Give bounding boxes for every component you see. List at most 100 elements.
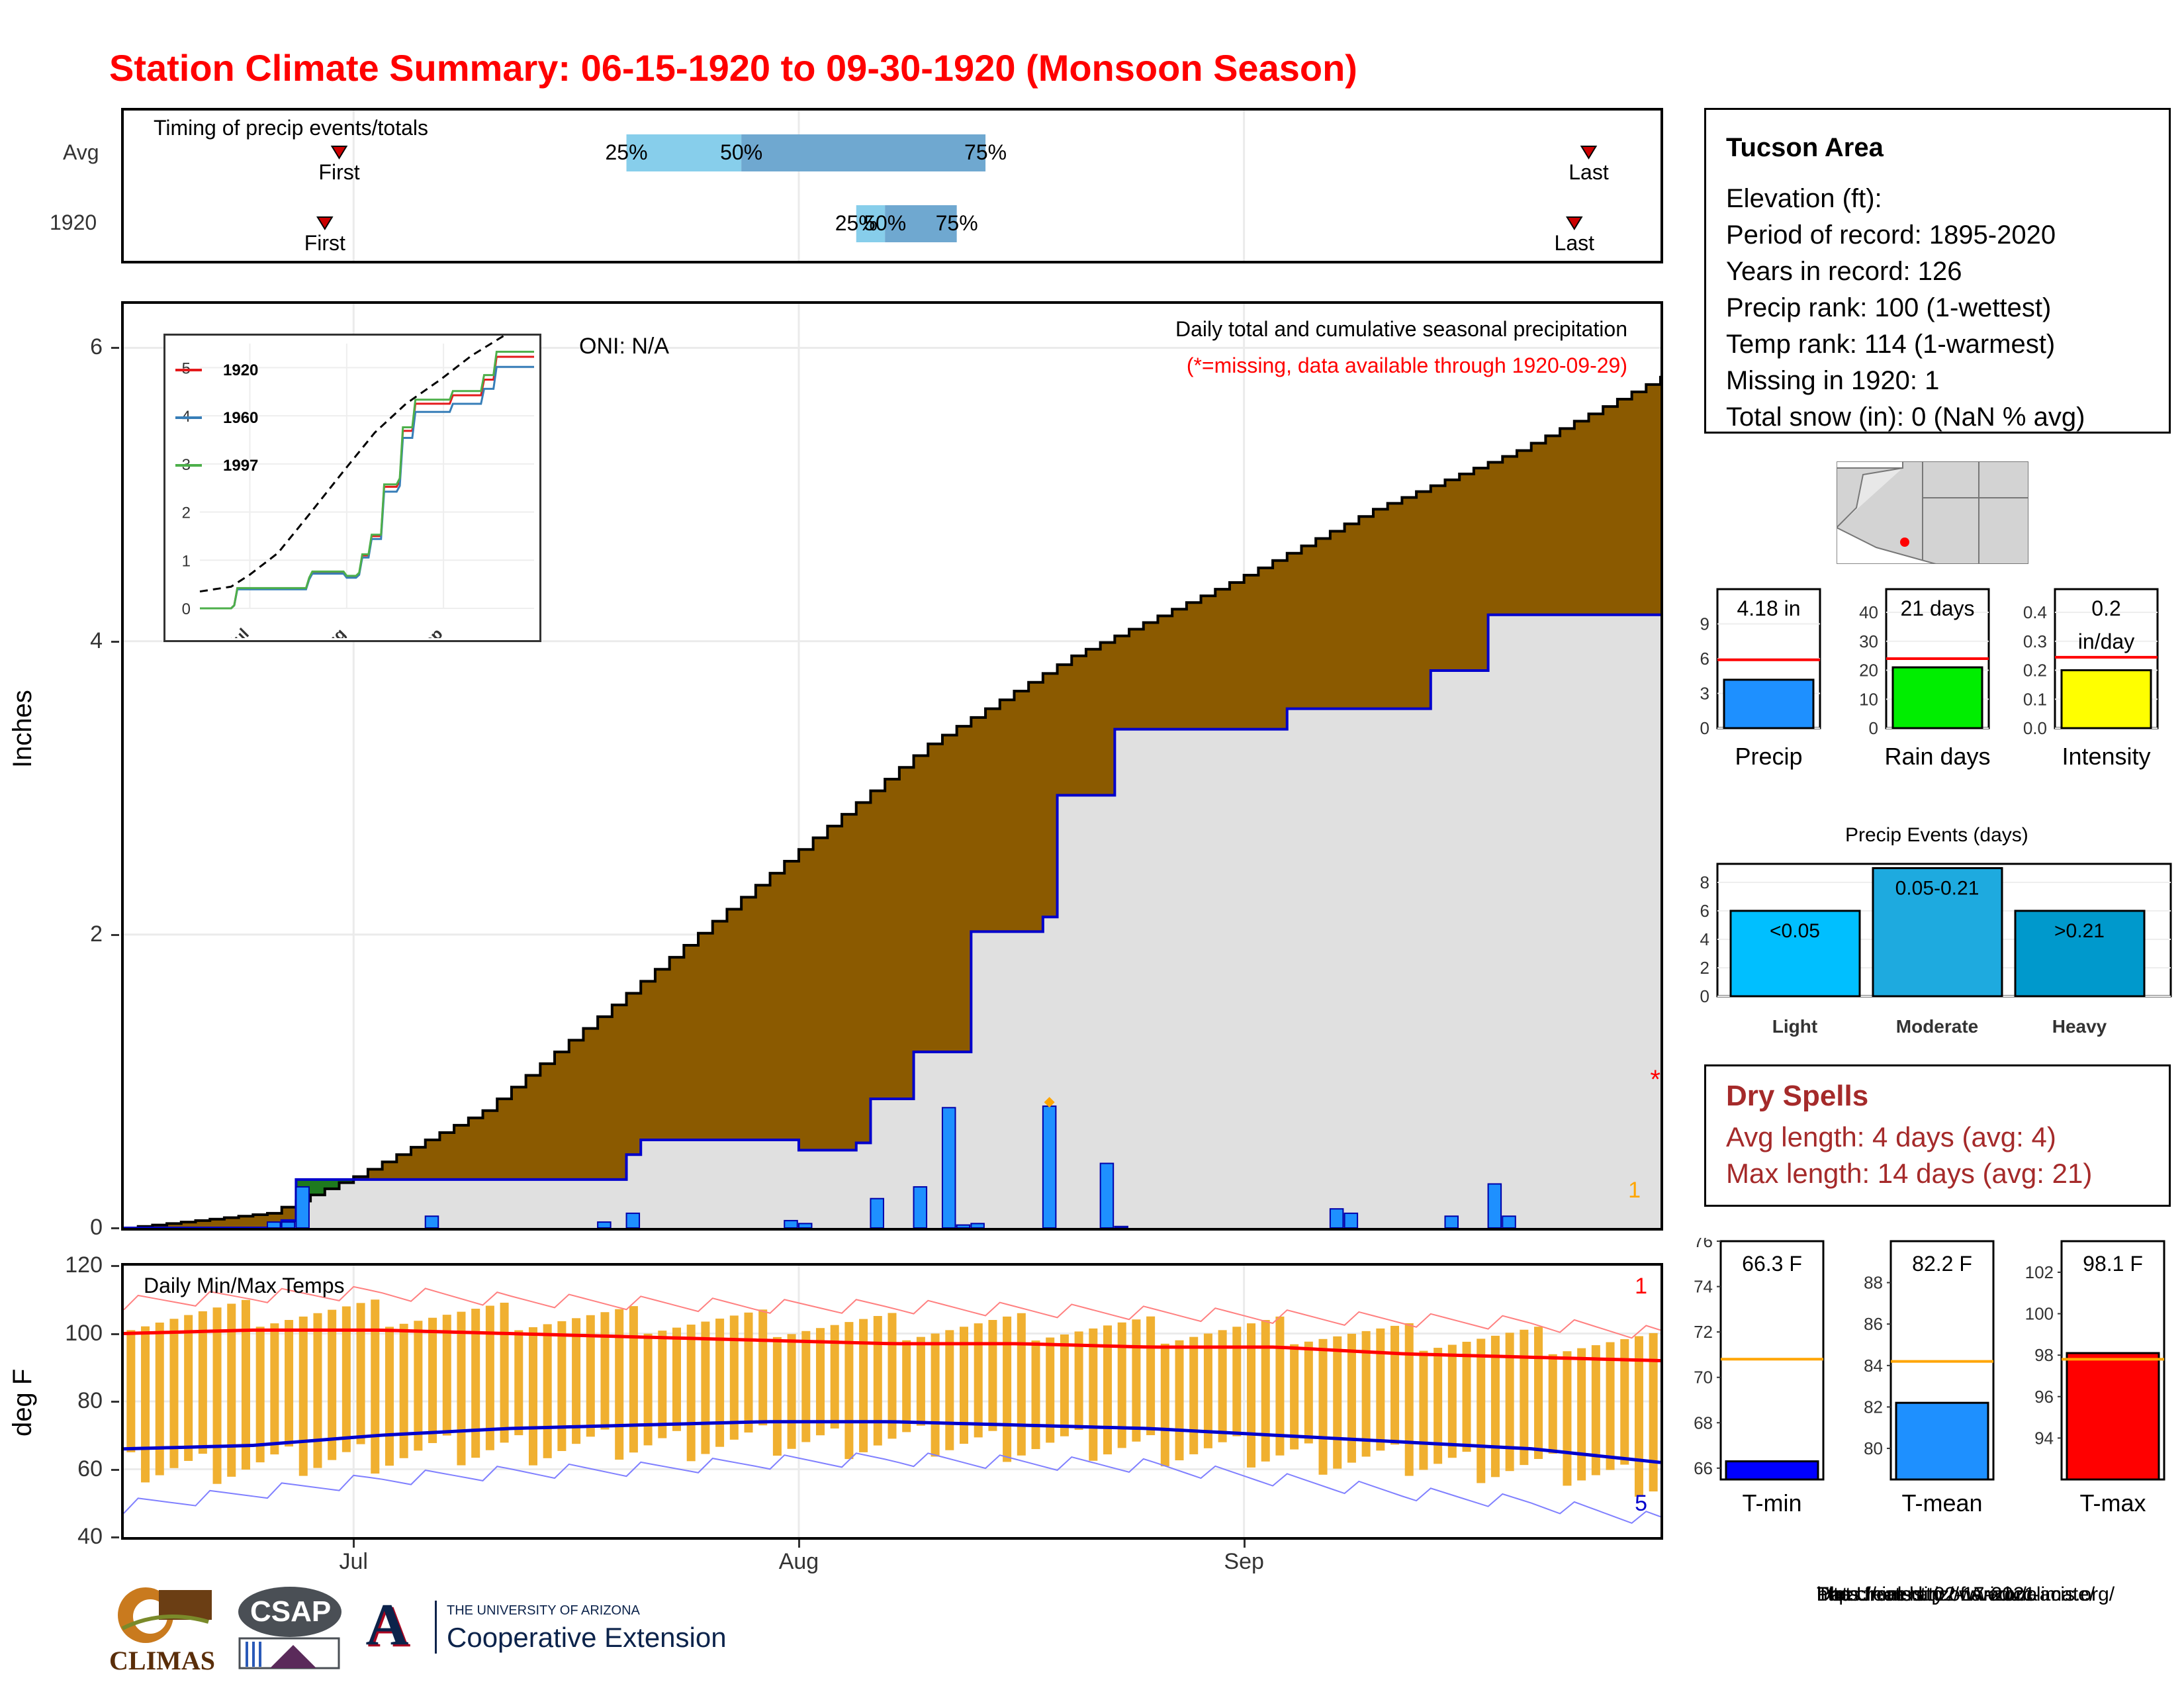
- daily-temp-bar: [414, 1321, 423, 1451]
- timing-avg-bar-50-75: [741, 134, 986, 171]
- daily-temp-bar: [1132, 1319, 1141, 1442]
- temp-ytick: 80: [77, 1388, 103, 1413]
- climas-logo-text: CLIMAS: [109, 1646, 216, 1675]
- daily-temp-bar: [442, 1315, 451, 1436]
- precip-ytick: 0: [90, 1215, 103, 1240]
- daily-temp-bar: [1563, 1351, 1572, 1486]
- daily-temp-bar: [1404, 1323, 1414, 1476]
- summary-ytick: 0.1: [2023, 689, 2047, 709]
- dry-spells-max: Max length: 14 days (avg: 21): [1726, 1158, 2093, 1189]
- daily-temp-bar: [212, 1307, 222, 1484]
- summary-ytick: 30: [1859, 632, 1878, 651]
- footer-line-data: Data from http://www.rcc-acis.org/: [1817, 1583, 2115, 1605]
- daily-temp-bar: [528, 1327, 537, 1466]
- daily-temp-bar: [643, 1333, 653, 1446]
- daily-temp-bar: [1505, 1333, 1514, 1472]
- daily-temp-bar: [873, 1316, 882, 1446]
- ua-logo-small: THE UNIVERSITY OF ARIZONA: [447, 1603, 640, 1618]
- daily-temp-bar: [1490, 1335, 1500, 1477]
- daily-precip-bar: [1444, 1215, 1459, 1228]
- daily-temp-bar: [399, 1323, 408, 1458]
- daily-temp-bar: [298, 1316, 308, 1476]
- daily-temp-bar: [887, 1313, 897, 1439]
- temp-summary-ytick: 70: [1694, 1368, 1713, 1387]
- temp-summary-value-T-mean: 82.2 F: [1912, 1252, 1972, 1276]
- precip-ytick-mark: [111, 347, 119, 350]
- temp-ytick-mark: [111, 1468, 119, 1471]
- daily-temp-bar: [1620, 1339, 1629, 1465]
- temp-count-bottom: 5: [1635, 1491, 1647, 1516]
- daily-precip-bar: [913, 1186, 928, 1228]
- summary-name-Rain days: Rain days: [1884, 743, 1990, 770]
- precip-ytick: 6: [90, 334, 103, 360]
- daily-temp-bar: [270, 1323, 279, 1455]
- events-chart: 0 2 4 6 8 <0.05 Light 0.05-0.21 Moderate >0.21 Hea…: [1700, 863, 2172, 1037]
- timing-year-label-p50: 50%: [864, 211, 906, 235]
- temp-record-max-line: [124, 1286, 1661, 1339]
- daily-temp-bar: [1146, 1316, 1156, 1436]
- precip-missing-note: (*=missing, data available through 1920-…: [1186, 353, 1627, 377]
- summary-value-Rain days: 21 days: [1900, 596, 1974, 620]
- daily-temp-bar: [772, 1336, 782, 1456]
- events-bar-Light: [1729, 910, 1861, 998]
- temp-summary-ytick: 68: [1694, 1413, 1713, 1432]
- daily-temp-bar: [1606, 1342, 1615, 1470]
- temp-ylabel: deg F: [8, 1368, 37, 1436]
- daily-temp-bar: [586, 1315, 595, 1437]
- daily-temp-bar: [1046, 1337, 1055, 1443]
- daily-temp-bar: [686, 1325, 696, 1462]
- summary-ytick: 0.4: [2023, 602, 2047, 622]
- summary-ytick: 0: [1869, 718, 1878, 738]
- missing-marker: *: [1650, 1065, 1661, 1094]
- x-tick-label: Jul: [339, 1549, 368, 1574]
- temp-summary-bar-T-max: [2066, 1352, 2160, 1481]
- summary-ytick: 3: [1700, 684, 1709, 704]
- daily-temp-bar: [1189, 1336, 1199, 1454]
- inset-xtick: Jul: [224, 625, 253, 638]
- daily-temp-bar: [1462, 1341, 1471, 1452]
- daily-temp-bar: [285, 1320, 294, 1447]
- daily-temp-bar: [1419, 1350, 1428, 1470]
- daily-temp-bar: [1318, 1338, 1328, 1475]
- daily-temp-bar: [313, 1313, 322, 1468]
- daily-precip-bar: [1343, 1212, 1359, 1228]
- temp-summary-bar-T-mean: [1895, 1401, 1989, 1481]
- temp-summary-name-T-mean: T-mean: [1901, 1489, 1982, 1517]
- daily-temp-bar: [844, 1322, 854, 1460]
- daily-temp-bar: [1060, 1334, 1069, 1436]
- daily-temp-bar: [485, 1305, 494, 1450]
- events-bar-Moderate: [1872, 867, 2003, 998]
- daily-temp-bar: [859, 1319, 868, 1452]
- temp-chart: [124, 1266, 1661, 1537]
- daily-temp-bar: [974, 1323, 983, 1438]
- x-tick-mark: [353, 1540, 355, 1548]
- temp-ytick-mark: [111, 1333, 119, 1335]
- temp-summary-ytick: 84: [1864, 1356, 1883, 1376]
- events-bar-label-Light: <0.05: [1770, 920, 1820, 942]
- daily-temp-bar: [371, 1299, 380, 1474]
- timing-year-label-p75: 75%: [936, 211, 978, 235]
- daily-precip-bar: [1329, 1208, 1344, 1228]
- events-name-Moderate: Moderate: [1896, 1016, 1978, 1037]
- ua-logo-big: Cooperative Extension: [447, 1622, 727, 1653]
- x-tick-label: Sep: [1224, 1549, 1264, 1574]
- precip-year-line: [124, 613, 1661, 1228]
- footer-line-url: https://cals.arizona.edu/climate/: [1817, 1583, 2095, 1605]
- daily-temp-bar: [1247, 1323, 1256, 1468]
- climas-logo-icon: [118, 1587, 212, 1643]
- daily-precip-bar: [597, 1221, 612, 1228]
- inset-ytick: 1: [182, 552, 191, 570]
- events-ytick: 0: [1700, 986, 1709, 1006]
- daily-temp-bar: [1520, 1329, 1529, 1466]
- dry-spells-avg: Avg length: 4 days (avg: 4): [1726, 1121, 2056, 1152]
- info-title: Tucson Area: [1726, 133, 1884, 162]
- temp-summary-ytick: 94: [2034, 1428, 2054, 1448]
- daily-temp-bar: [572, 1318, 581, 1444]
- events-bar-label-Moderate: 0.05-0.21: [1895, 877, 1979, 899]
- summary-ytick: 0.0: [2023, 718, 2047, 738]
- daily-temp-bar: [1649, 1333, 1658, 1492]
- daily-temp-bar: [428, 1317, 437, 1443]
- daily-precip-bar: [784, 1219, 798, 1228]
- daily-temp-bar: [1634, 1336, 1643, 1497]
- daily-temp-bar: [1477, 1338, 1486, 1483]
